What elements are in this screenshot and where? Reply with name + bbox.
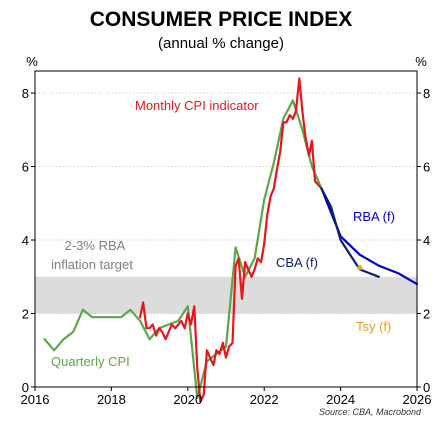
y-tick-label-right-4: 4 [423,233,430,248]
grid-layer [35,92,417,314]
monthly-cpi-indicator-line [139,77,323,403]
target-band-label-line1: 2-3% RBA [65,238,126,253]
cba-f-line [320,187,380,278]
y-tick-label-left-4: 4 [22,233,29,248]
cba-series-label: CBA (f) [276,255,318,270]
y-tick-label-right-0: 0 [423,380,430,395]
y-unit-right: % [415,54,427,69]
series-layer [43,77,419,403]
y-tick-label-right-8: 8 [423,86,430,101]
target-band-label-line2: inflation target [51,257,133,272]
plot-frame [34,70,418,388]
x-tick-label-2020: 2020 [173,392,202,407]
chart-title: CONSUMER PRICE INDEX [90,8,353,31]
chart-subtitle: (annual % change) [158,35,284,52]
quarterly-series-label: Quarterly CPI [51,354,130,369]
x-tick-label-2022: 2022 [250,392,279,407]
y-tick-label-right-2: 2 [423,307,430,322]
x-tick-label-2016: 2016 [21,392,50,407]
y-tick-label-left-0: 0 [22,380,29,395]
y-tick-label-left-8: 8 [22,86,29,101]
x-tick-label-2026: 2026 [403,392,432,407]
tsy-series-label: Tsy (f) [356,319,391,334]
y-unit-left: % [26,54,38,69]
rba-f-line [320,187,419,286]
tsy-f-point [357,264,363,271]
chart-source: Source: CBA, Macrobond [319,407,422,417]
y-tick-label-left-6: 6 [22,160,29,175]
x-tick-label-2018: 2018 [97,392,126,407]
target-band-layer [35,276,417,314]
monthly-series-label: Monthly CPI indicator [135,98,259,113]
tick-layer: 0 0 2 2 4 4 6 6 8 8 2016 2018 2020 2022 2024 2026 [21,86,432,407]
quarterly-cpi-line [43,99,323,400]
y-tick-label-left-2: 2 [22,307,29,322]
target-band [35,276,417,314]
y-tick-label-right-6: 6 [423,160,430,175]
x-tick-label-2024: 2024 [326,392,355,407]
rba-series-label: RBA (f) [353,209,395,224]
